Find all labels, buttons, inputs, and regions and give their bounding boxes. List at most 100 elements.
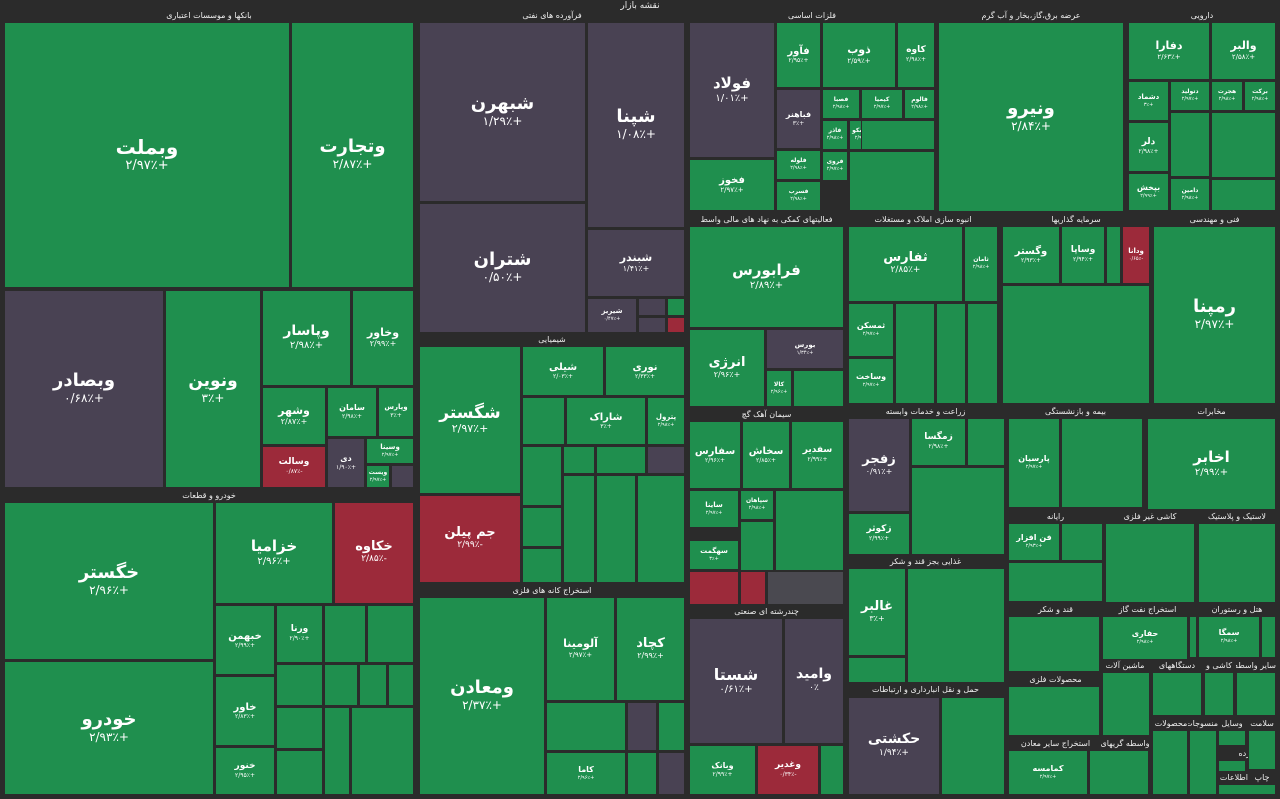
- stock-tile[interactable]: شیلی +۲/۰۳٪: [522, 346, 604, 396]
- stock-tile[interactable]: حفاری +۲/۹۸٪: [1102, 616, 1188, 660]
- stock-tile[interactable]: خگستر +۲/۹۶٪: [4, 502, 214, 660]
- stock-tile[interactable]: خبهمن +۲/۹۹٪: [215, 605, 275, 675]
- stock-tile[interactable]: فولاد +۱/۰۱٪: [689, 22, 775, 158]
- stock-tile[interactable]: دفارا +۲/۶۳٪: [1128, 22, 1210, 80]
- stock-tile[interactable]: سامان +۲/۹۸٪: [327, 387, 377, 437]
- stock-tile[interactable]: فاذر +۲/۹۸٪: [822, 120, 848, 150]
- stock-tile[interactable]: وغدیر -۰/۳۴٪: [757, 745, 819, 795]
- stock-tile[interactable]: حکشتی +۱/۹۴٪: [848, 697, 940, 795]
- stock-tile[interactable]: انرژی +۲/۹۶٪: [689, 329, 765, 407]
- stock-tile[interactable]: شبهرن +۱/۲۹٪: [419, 22, 586, 202]
- stock-tile[interactable]: خودرو +۲/۹۳٪: [4, 661, 214, 795]
- tile-change: +۲/۹۷٪: [720, 185, 744, 194]
- stock-tile[interactable]: وسینا +۲/۹۷٪: [366, 438, 414, 464]
- stock-tile[interactable]: نوری +۲/۳۳٪: [605, 346, 685, 396]
- stock-tile[interactable]: دتولید +۲/۹۷٪: [1170, 81, 1210, 111]
- tile-symbol: ویست: [368, 468, 388, 476]
- stock-tile[interactable]: وپاسار +۲/۹۸٪: [262, 290, 351, 386]
- stock-tile[interactable]: وگستر +۲/۹۳٪: [1002, 226, 1060, 284]
- stock-tile[interactable]: کمامسه +۲/۹۷٪: [1008, 750, 1088, 795]
- stock-tile[interactable]: شپنا +۱/۰۸٪: [587, 22, 685, 228]
- stock-tile[interactable]: کیمیا +۲/۹۷٪: [861, 89, 903, 119]
- stock-tile[interactable]: سمگا +۲/۹۸٪: [1198, 616, 1260, 658]
- stock-tile[interactable]: سفارس +۲/۹۶٪: [689, 421, 741, 489]
- stock-tile[interactable]: بپخش +۲/۹۹٪: [1128, 173, 1169, 211]
- stock-tile[interactable]: دی +۱/۹۰٪: [327, 438, 365, 488]
- stock-tile[interactable]: خاور +۲/۸۳٪: [215, 676, 275, 746]
- tile-symbol: سفارس: [694, 445, 736, 457]
- stock-tile[interactable]: وساپا +۲/۹۴٪: [1061, 226, 1105, 284]
- stock-tile[interactable]: بورس +۱/۳۴٪: [766, 329, 844, 369]
- stock-tile[interactable]: فسرب +۲/۹۸٪: [776, 181, 821, 211]
- stock-tile[interactable]: وپارس +۳٪: [378, 387, 414, 437]
- stock-tile[interactable]: ویست +۲/۹۷٪: [366, 465, 390, 488]
- stock-tile[interactable]: ثفارس +۲/۸۵٪: [848, 226, 963, 302]
- tile-change: +۳٪: [709, 555, 719, 562]
- stock-tile[interactable]: زمگسا +۲/۹۸٪: [911, 418, 966, 466]
- stock-tile[interactable]: آلومینا +۲/۹۷٪: [546, 597, 615, 701]
- stock-tile[interactable]: خزامیا +۲/۹۶٪: [215, 502, 333, 604]
- mini-tile: [1218, 730, 1246, 746]
- stock-tile[interactable]: فروی +۲/۹۷٪: [822, 151, 848, 181]
- stock-tile[interactable]: وساخت +۲/۹۷٪: [848, 358, 894, 404]
- stock-tile[interactable]: شتران +۰/۵۰٪: [419, 203, 586, 333]
- stock-tile[interactable]: خنور +۲/۹۵٪: [215, 747, 275, 795]
- stock-tile[interactable]: وتجارت +۲/۸۷٪: [291, 22, 414, 288]
- stock-tile[interactable]: غالبر +۳٪: [848, 568, 906, 656]
- stock-tile[interactable]: زفجر +۰/۹۱٪: [848, 418, 910, 512]
- stock-tile[interactable]: وبانک +۲/۹۹٪: [689, 745, 756, 795]
- stock-tile[interactable]: ودانا -۰/۶۵٪: [1122, 226, 1150, 284]
- stock-tile[interactable]: وسالت -۰/۸۷٪: [262, 446, 326, 488]
- stock-tile[interactable]: سخاش +۲/۸۵٪: [742, 421, 790, 489]
- stock-tile[interactable]: دامین +۲/۹۸٪: [1170, 178, 1210, 211]
- stock-tile[interactable]: شیریز +۰/۴۷٪: [587, 298, 637, 333]
- stock-tile[interactable]: اخابر +۲/۹۹٪: [1147, 418, 1276, 510]
- stock-tile[interactable]: کچاد +۲/۹۹٪: [616, 597, 685, 701]
- stock-tile[interactable]: دشماد +۳٪: [1128, 81, 1169, 121]
- stock-tile[interactable]: فخوز +۲/۹۷٪: [689, 159, 775, 211]
- stock-tile[interactable]: شستا +۰/۶۱٪: [689, 618, 783, 744]
- stock-tile[interactable]: والبر +۲/۵۸٪: [1211, 22, 1276, 80]
- stock-tile[interactable]: پارسیان +۲/۹۷٪: [1008, 418, 1060, 508]
- stock-tile[interactable]: جم پیلن -۲/۹۹٪: [419, 495, 521, 583]
- stock-tile[interactable]: سهگمت +۳٪: [689, 540, 739, 570]
- stock-tile[interactable]: رمپنا +۲/۹۷٪: [1153, 226, 1276, 404]
- stock-tile[interactable]: کاما +۲/۹۶٪: [546, 752, 626, 795]
- stock-tile[interactable]: شبندر +۱/۴۱٪: [587, 229, 685, 297]
- mini-tile: [546, 702, 626, 751]
- stock-tile[interactable]: ونوین +۳٪: [165, 290, 261, 488]
- stock-tile[interactable]: زکوثر +۲/۹۹٪: [848, 513, 910, 555]
- stock-tile[interactable]: کالا +۲/۹۶٪: [766, 370, 792, 407]
- stock-tile[interactable]: وامید ۰٪: [784, 618, 844, 744]
- stock-tile[interactable]: فالوم +۲/۹۸٪: [904, 89, 935, 119]
- stock-tile[interactable]: سپاهان +۲/۹۸٪: [740, 490, 774, 520]
- stock-tile[interactable]: شگستر +۲/۹۷٪: [419, 346, 521, 494]
- stock-tile[interactable]: ورنا +۲/۹۰٪: [276, 605, 323, 663]
- stock-tile[interactable]: ذوب +۲/۵۹٪: [822, 22, 896, 88]
- stock-tile[interactable]: فرابورس +۲/۸۹٪: [689, 226, 844, 328]
- stock-tile[interactable]: ونیرو +۲/۸۴٪: [938, 22, 1124, 212]
- stock-tile[interactable]: هجرت +۲/۹۸٪: [1211, 81, 1243, 111]
- stock-tile[interactable]: فباهنر +۳٪: [776, 89, 821, 149]
- stock-tile[interactable]: ثامان +۲/۹۸٪: [964, 226, 998, 302]
- stock-tile[interactable]: فآور +۲/۹۵٪: [776, 22, 821, 88]
- stock-tile[interactable]: شاراک +۳٪: [566, 397, 646, 445]
- stock-tile[interactable]: ثمسکن +۲/۹۷٪: [848, 303, 894, 357]
- mini-tile: [324, 605, 366, 663]
- stock-tile[interactable]: خکاوه -۲/۸۵٪: [334, 502, 414, 604]
- tile-change: +۲/۸۵٪: [890, 265, 921, 276]
- stock-tile[interactable]: کاوه +۲/۹۸٪: [897, 22, 935, 88]
- stock-tile[interactable]: وبملت +۲/۹۷٪: [4, 22, 290, 288]
- stock-tile[interactable]: فصبا +۲/۹۸٪: [822, 89, 860, 119]
- stock-tile[interactable]: برکت +۲/۹۸٪: [1244, 81, 1276, 111]
- stock-tile[interactable]: سفدیر +۲/۹۹٪: [791, 421, 844, 489]
- stock-tile[interactable]: فن افزار +۲/۹۳٪: [1008, 523, 1060, 561]
- stock-tile[interactable]: وخاور +۲/۹۹٪: [352, 290, 414, 386]
- stock-tile[interactable]: دلر +۲/۹۸٪: [1128, 122, 1169, 172]
- stock-tile[interactable]: پترول +۲/۹۸٪: [647, 397, 685, 445]
- stock-tile[interactable]: ساینا +۲/۹۷٪: [689, 490, 739, 528]
- stock-tile[interactable]: وشهر +۲/۸۷٪: [262, 387, 326, 445]
- stock-tile[interactable]: فلوله +۲/۹۸٪: [776, 150, 821, 180]
- stock-tile[interactable]: وبصادر +۰/۶۸٪: [4, 290, 164, 488]
- stock-tile[interactable]: ومعادن +۲/۳۷٪: [419, 597, 545, 795]
